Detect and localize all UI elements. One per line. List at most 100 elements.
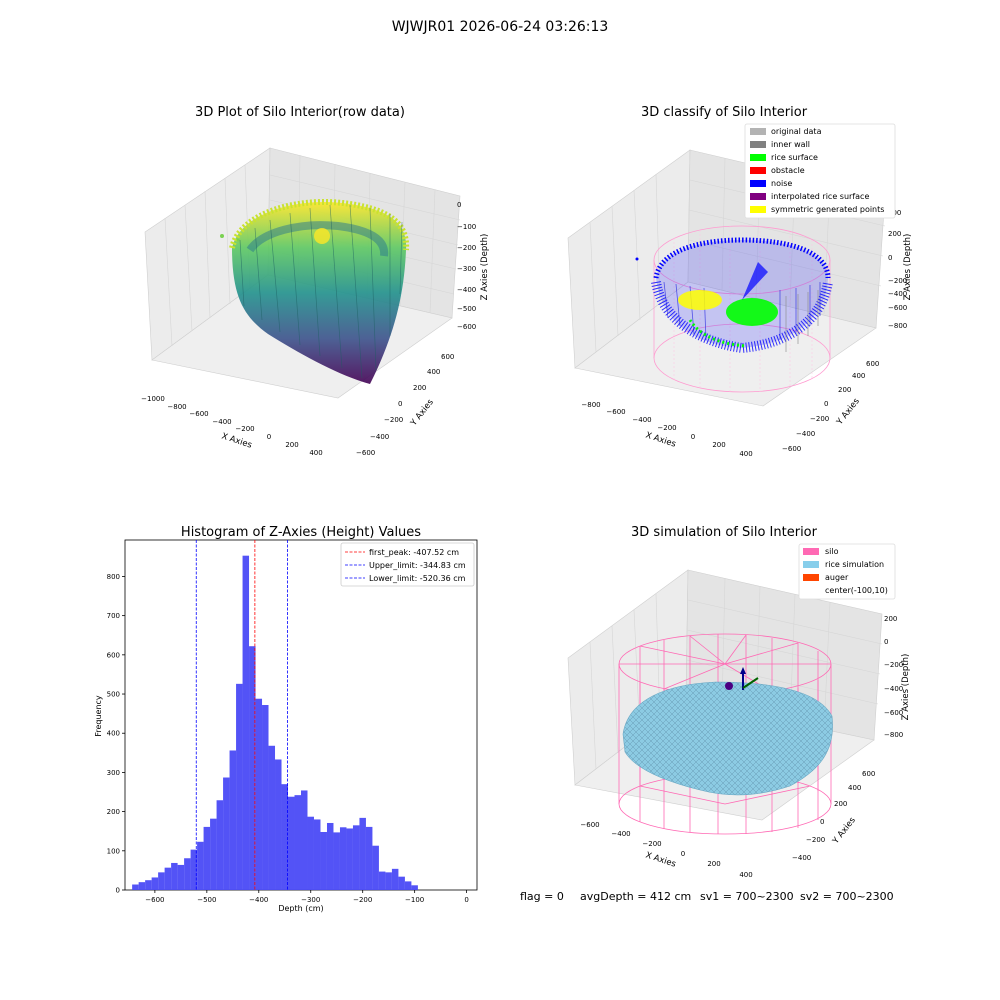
raw-3d-z-tick: −400 [457,286,476,294]
histogram-y-tick-label: 200 [107,808,120,816]
classify-3d-y-tick: −400 [796,430,815,438]
histogram-bar [411,885,417,890]
raw-3d-xlabel: X Axies [220,431,253,450]
legend-label: center(-100,10) [825,586,888,595]
legend-label: symmetric generated points [771,205,884,214]
histogram-bar [385,872,391,890]
raw-3d-x-tick: 0 [267,433,271,441]
classify-3d-z-tick: −600 [888,304,907,312]
histogram-bar [372,846,378,890]
histogram-x-tick-label: −400 [249,896,268,904]
raw-3d-zlabel: Z Axies (Depth) [480,234,490,301]
legend-swatch-rice-simulation [803,561,819,568]
simulation-3d-x-tick: 200 [707,860,720,868]
legend-label: Lower_limit: -520.36 cm [369,574,466,583]
classify-3d-y-tick: 200 [838,386,851,394]
simulation-3d-y-tick: −200 [806,836,825,844]
histogram-bar [236,684,242,890]
legend-swatch-auger [803,574,819,581]
histogram-bar [275,759,281,890]
classify-3d-ylabel: Y Axies [834,396,862,428]
simulation-3d-y-tick: 0 [820,818,824,826]
panel-simulation-3d-title: 3D simulation of Silo Interior [631,525,818,540]
histogram-bar [262,705,268,890]
classify-3d-z-tick: −800 [888,322,907,330]
histogram-bar [314,819,320,890]
histogram-y-tick-label: 0 [116,887,120,895]
histogram-bar [145,880,151,890]
histogram-bar [340,827,346,890]
raw-3d-z-tick: −100 [457,223,476,231]
legend-label: rice simulation [825,560,884,569]
raw-3d-x-tick: −1000 [141,395,165,403]
histogram-bar [346,828,352,890]
raw-3d-y-tick: −400 [370,433,389,441]
histogram-bar [210,819,216,890]
histogram-bar [327,823,333,890]
legend-label: first_peak: -407.52 cm [369,548,459,557]
classify-3d-y-tick: 400 [852,372,865,380]
raw-3d-y-tick: 200 [413,384,426,392]
histogram-bar [243,556,249,890]
simulation-3d-y-tick: −400 [792,854,811,862]
raw-3d-z-tick: −200 [457,244,476,252]
legend-label: inner wall [771,140,810,149]
histogram-x-tick-label: −200 [353,896,372,904]
simulation-3d-z-tick: −800 [884,731,903,739]
histogram-bar [307,817,313,890]
histogram-bar [320,832,326,890]
legend-swatch-silo [803,548,819,555]
histogram-xlabel: Depth (cm) [278,904,323,913]
legend-swatch-rice-surface [750,154,766,161]
figure-suptitle: WJWJR01 2026-06-24 03:26:13 [392,19,609,35]
status-avg-depth: avgDepth = 412 cm [580,890,691,903]
legend-label: rice surface [771,153,818,162]
legend-swatch-inner-wall [750,141,766,148]
simulation-3d-x-tick: −400 [611,830,630,838]
classify-3d-x-tick: 0 [691,433,695,441]
histogram-bar [269,746,275,890]
classify-3d-x-ticks: −800 −600 −400 −200 0 200 400 [581,401,752,458]
legend-label: noise [771,179,792,188]
legend-swatch-noise [750,180,766,187]
simulation-3d-zlabel: Z Axies (Depth) [901,654,911,721]
panel-raw-3d: 3D Plot of Silo Interior(row data) [141,105,490,457]
histogram-x-tick-label: −100 [405,896,424,904]
classify-3d-x-tick: 200 [712,441,725,449]
legend-label: original data [771,127,822,136]
raw-3d-y-tick: −200 [384,416,403,424]
classify-3d-x-tick: 400 [739,450,752,458]
histogram-bar [295,795,301,890]
histogram-bar [158,872,164,890]
simulation-3d-y-tick: 600 [862,770,875,778]
raw-3d-x-tick: −200 [235,425,254,433]
raw-3d-y-tick: −600 [356,449,375,457]
classify-3d-y-tick: −600 [782,445,801,453]
panel-histogram: Histogram of Z-Axies (Height) Values −60… [94,525,477,913]
raw-3d-z-tick: −300 [457,265,476,273]
simulation-3d-xlabel: X Axies [644,850,677,869]
histogram-bar [398,877,404,890]
histogram-bar [139,882,145,890]
histogram-y-axis: 0100200300400500600700800 [107,573,125,895]
status-flag: flag = 0 [520,890,564,903]
histogram-bar [223,778,229,890]
classify-3d-y-tick: 0 [824,400,828,408]
raw-3d-y-tick: 600 [441,353,454,361]
histogram-bar [184,858,190,890]
histogram-legend: first_peak: -407.52 cm Upper_limit: -344… [341,543,474,586]
histogram-bar [197,842,203,890]
simulation-3d-ylabel: Y Axies [830,815,858,847]
classify-3d-x-tick: −200 [657,424,676,432]
histogram-bar [132,885,138,890]
histogram-bar [217,800,223,890]
raw-3d-y-tick: 400 [427,368,440,376]
histogram-bar [204,827,210,890]
legend-swatch-interpolated-rice-surface [750,193,766,200]
legend-swatch-original-data [750,128,766,135]
classify-legend: original data inner wall rice surface ob… [745,124,895,218]
histogram-x-tick-label: −600 [145,896,164,904]
panel-simulation-3d: 3D simulation of Silo Interior [568,525,911,879]
histogram-bar [301,790,307,890]
histogram-x-tick-label: −300 [301,896,320,904]
